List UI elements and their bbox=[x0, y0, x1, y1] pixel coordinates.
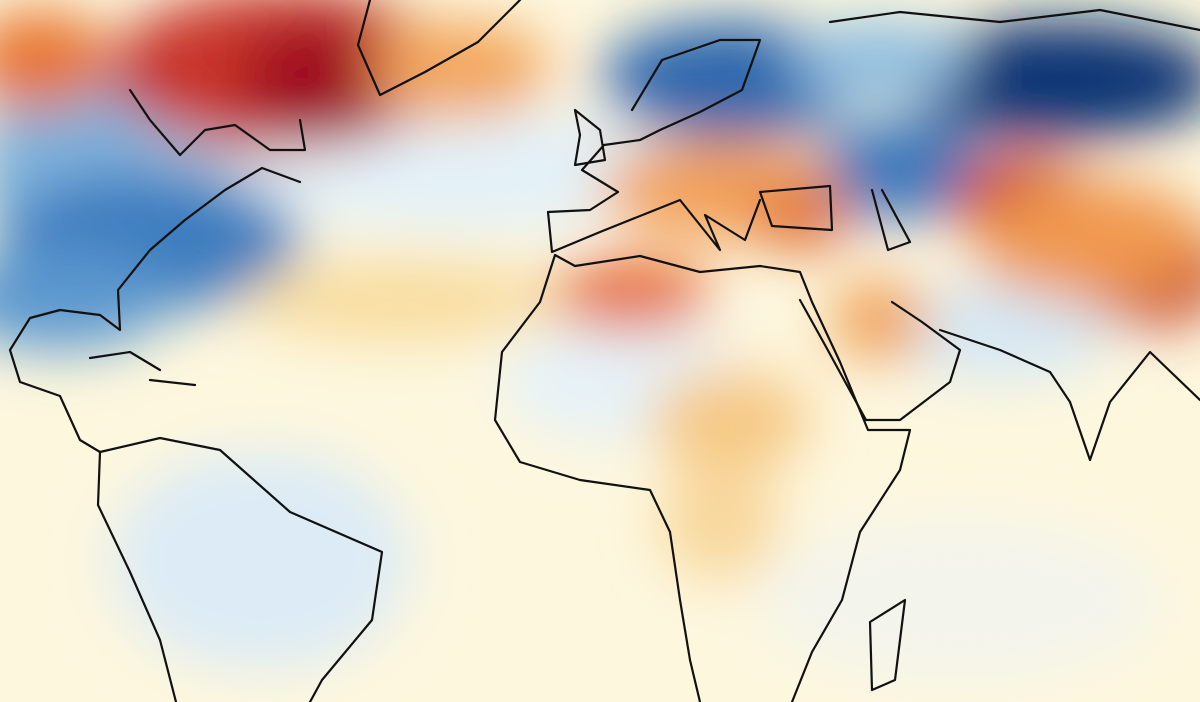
caribbean-islands bbox=[88, 350, 197, 387]
africa-coast bbox=[493, 253, 912, 702]
hudson-bay-coast bbox=[128, 88, 307, 157]
caspian-coast bbox=[870, 188, 912, 252]
russia-coast bbox=[828, 8, 1200, 32]
anomaly-field bbox=[0, 0, 1200, 680]
north-america-coast bbox=[8, 166, 302, 454]
britain-coast bbox=[573, 108, 607, 167]
south-asia-coast bbox=[938, 328, 1200, 462]
black-sea-coast bbox=[758, 184, 834, 232]
coastlines bbox=[8, 0, 1200, 702]
madagascar-coast bbox=[868, 598, 907, 692]
south-america-coast bbox=[96, 436, 384, 702]
arabia-coast bbox=[798, 298, 962, 422]
europe-coast bbox=[546, 38, 762, 254]
greenland-coast bbox=[356, 0, 522, 97]
